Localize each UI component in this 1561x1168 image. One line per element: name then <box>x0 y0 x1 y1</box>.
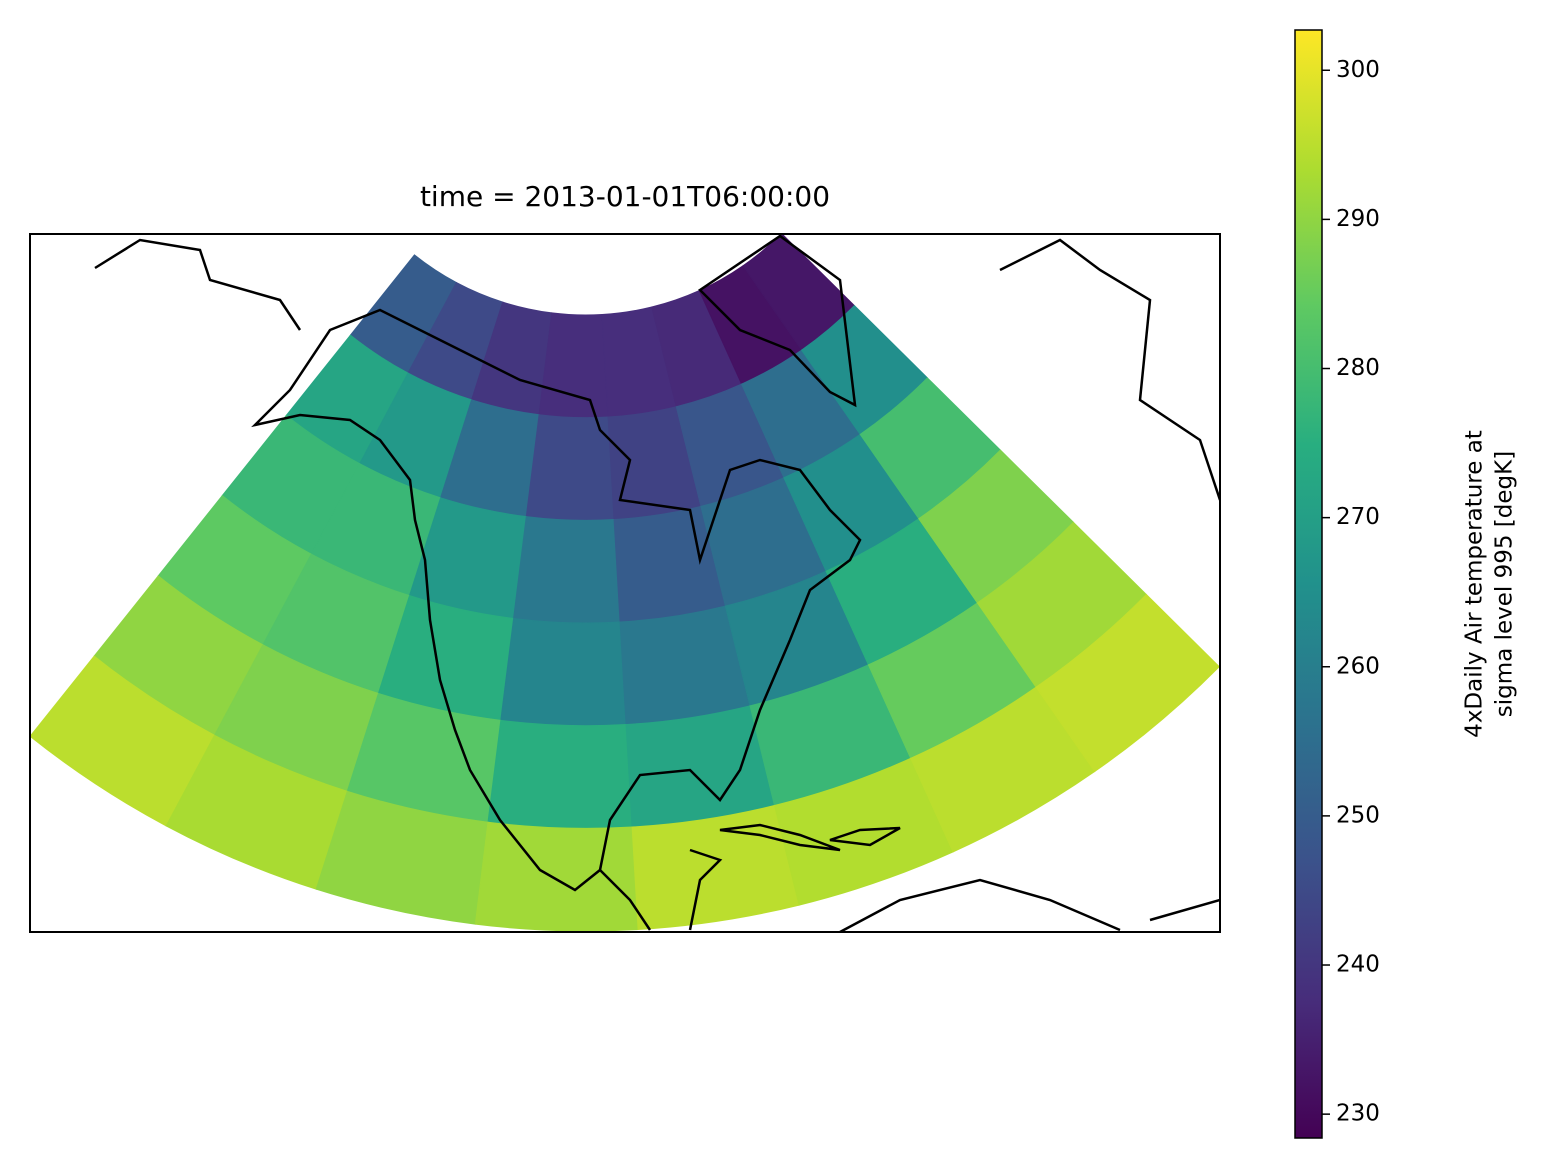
data-field <box>30 234 1220 932</box>
chart-title: time = 2013-01-01T06:00:00 <box>420 180 830 213</box>
greenland-coast <box>698 234 857 408</box>
colorbar-tick-label: 260 <box>1336 653 1380 679</box>
grid-cell <box>538 312 609 419</box>
colorbar-label-line: sigma level 995 [degK] <box>1492 451 1518 717</box>
grid-cell <box>625 705 776 828</box>
north-america-coast <box>251 308 862 892</box>
africa-europe-coast <box>839 878 1220 932</box>
cuba-coast <box>719 823 901 852</box>
grid-cell <box>487 719 633 829</box>
grid-cell <box>513 516 621 624</box>
asia-coast <box>94 238 1220 501</box>
colorbar-tick-label: 300 <box>1336 57 1380 83</box>
colorbar-label-line: 4xDaily Air temperature at <box>1462 430 1488 738</box>
coastlines <box>94 234 1220 932</box>
colorbar: 230 240 250 260 270 280 290 300 <box>1294 29 1380 1139</box>
colorbar-label: 4xDaily Air temperature at sigma level 9… <box>1462 430 1518 738</box>
colorbar-tick-label: 230 <box>1336 1101 1380 1127</box>
colorbar-tick-label: 290 <box>1336 206 1380 232</box>
grid-cell <box>474 821 639 932</box>
colorbar-fill <box>1294 29 1323 1139</box>
colorbar-tick-label: 280 <box>1336 355 1380 381</box>
colorbar-tick-label: 250 <box>1336 802 1380 828</box>
grid-cell <box>500 617 627 727</box>
map-frame <box>29 233 1221 933</box>
colorbar-tick-label: 240 <box>1336 952 1380 978</box>
colorbar-tick-label: 270 <box>1336 504 1380 530</box>
central-america-coast <box>599 848 723 931</box>
